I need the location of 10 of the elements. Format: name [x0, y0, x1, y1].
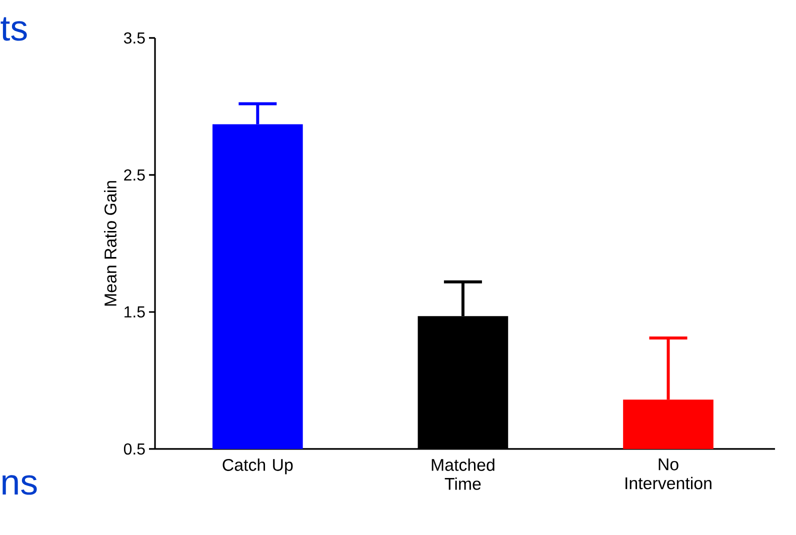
y-tick-label: 0.5 [124, 443, 145, 455]
y-tick-label: 1.5 [124, 306, 145, 318]
text: ts [0, 17, 27, 41]
y-tick-label: 3.5 [124, 32, 145, 44]
x-tick-label: No Intervention [626, 458, 712, 490]
x-tick-label: Catch Up [222, 458, 293, 474]
y-tick-label: 2.5 [124, 169, 145, 181]
x-tick-label: Matched Time [432, 458, 494, 490]
y-axis-title: Mean Ratio Gain [104, 181, 116, 306]
text: ns [2, 475, 37, 495]
